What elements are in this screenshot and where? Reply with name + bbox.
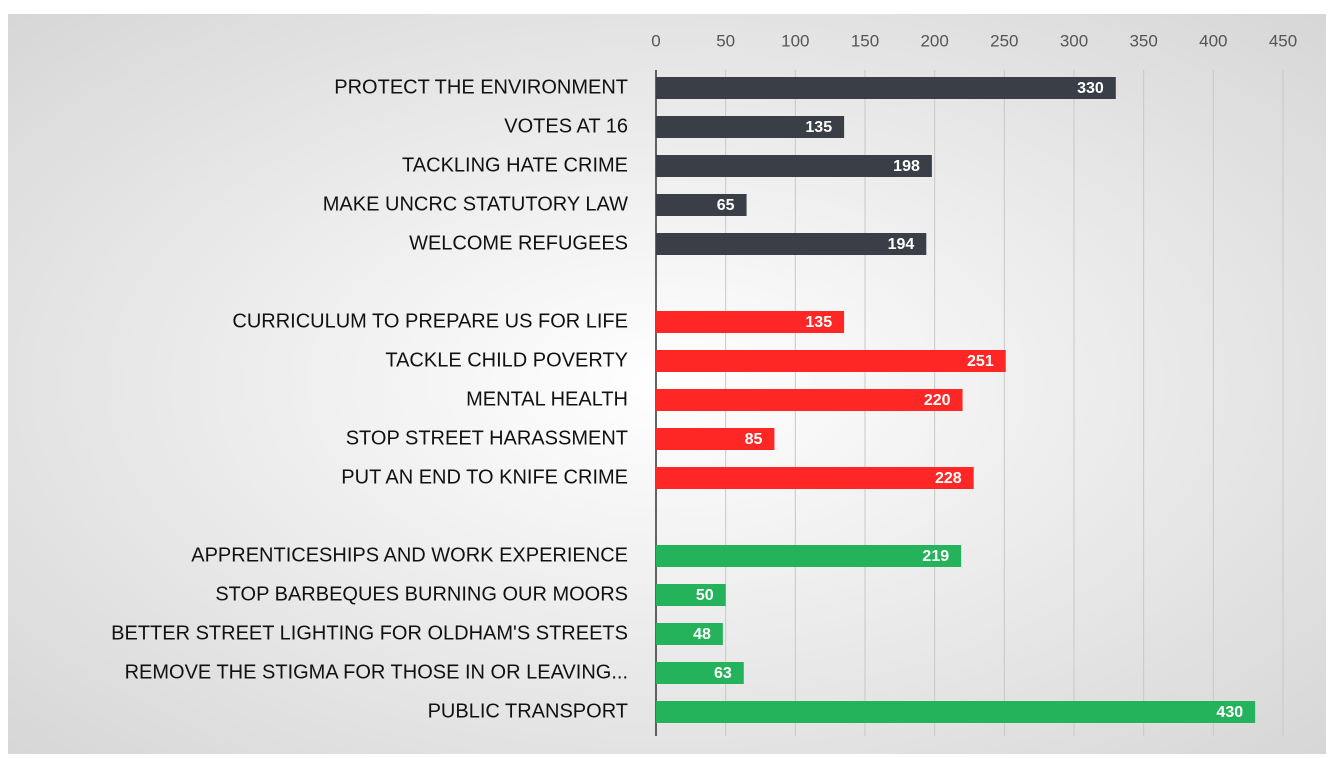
- value-label: 228: [935, 470, 962, 487]
- bar: [656, 233, 927, 255]
- x-tick-label: 200: [920, 31, 948, 50]
- x-tick-label: 250: [990, 31, 1018, 50]
- y-tick-label: WELCOME REFUGEES: [409, 232, 628, 254]
- x-tick-label: 450: [1269, 31, 1297, 50]
- y-tick-label: TACKLING HATE CRIME: [402, 154, 628, 176]
- y-tick-label: CURRICULUM TO PREPARE US FOR LIFE: [232, 310, 628, 332]
- y-tick-label: STOP STREET HARASSMENT: [346, 427, 628, 449]
- x-tick-label: 100: [781, 31, 809, 50]
- value-label: 135: [805, 119, 832, 136]
- value-label: 198: [893, 158, 920, 175]
- value-label: 330: [1077, 80, 1104, 97]
- x-tick-label: 350: [1129, 31, 1157, 50]
- y-tick-label: BETTER STREET LIGHTING FOR OLDHAM'S STRE…: [111, 622, 628, 644]
- x-tick-label: 150: [851, 31, 879, 50]
- y-tick-label: REMOVE THE STIGMA FOR THOSE IN OR LEAVIN…: [125, 661, 628, 683]
- bar: [656, 311, 845, 333]
- value-label: 50: [696, 587, 714, 604]
- value-label: 430: [1216, 704, 1243, 721]
- y-tick-label: STOP BARBEQUES BURNING OUR MOORS: [215, 583, 628, 605]
- bar: [656, 389, 963, 411]
- bar: [656, 116, 845, 138]
- value-label: 65: [717, 197, 735, 214]
- bar: [656, 428, 775, 450]
- value-label: 194: [888, 236, 915, 253]
- value-label: 135: [805, 314, 832, 331]
- value-label: 63: [714, 665, 732, 682]
- y-tick-label: TACKLE CHILD POVERTY: [385, 349, 628, 371]
- bar: [656, 623, 723, 645]
- bar: [656, 545, 962, 567]
- x-tick-label: 300: [1060, 31, 1088, 50]
- y-tick-label: PUBLIC TRANSPORT: [428, 700, 628, 722]
- bar: [656, 662, 744, 684]
- bar: [656, 155, 932, 177]
- value-label: 48: [693, 626, 711, 643]
- bar: [656, 77, 1116, 99]
- y-tick-label: MAKE UNCRC STATUTORY LAW: [323, 193, 628, 215]
- bar: [656, 194, 747, 216]
- value-label: 220: [924, 392, 951, 409]
- y-tick-label: PUT AN END TO KNIFE CRIME: [341, 466, 628, 488]
- value-label: 251: [967, 353, 994, 370]
- x-tick-label: 50: [716, 31, 735, 50]
- y-tick-label: PROTECT THE ENVIRONMENT: [334, 76, 628, 98]
- value-label: 219: [922, 548, 949, 565]
- y-tick-label: VOTES AT 16: [504, 115, 628, 137]
- x-tick-label: 0: [651, 31, 660, 50]
- y-tick-label: APPRENTICESHIPS AND WORK EXPERIENCE: [191, 544, 628, 566]
- value-label: 85: [745, 431, 763, 448]
- bar: [656, 467, 974, 489]
- x-tick-label: 400: [1199, 31, 1227, 50]
- bar: [656, 584, 726, 606]
- y-tick-label: MENTAL HEALTH: [466, 388, 628, 410]
- bar: [656, 350, 1006, 372]
- bar: [656, 701, 1256, 723]
